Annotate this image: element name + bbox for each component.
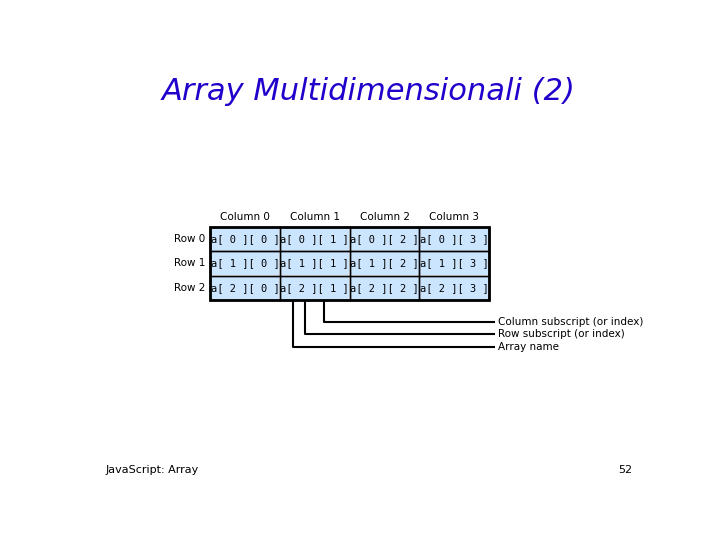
Text: 52: 52	[618, 465, 632, 475]
Text: Column 3: Column 3	[429, 212, 480, 222]
Text: a[ 0 ][ 2 ]: a[ 0 ][ 2 ]	[350, 234, 419, 244]
Bar	[419, 251, 489, 276]
Bar	[420, 227, 489, 251]
Text: Column 0: Column 0	[220, 212, 270, 222]
Bar	[280, 276, 350, 300]
Bar	[280, 252, 349, 275]
Text: a[ 2 ][ 2 ]: a[ 2 ][ 2 ]	[350, 283, 419, 293]
Bar	[210, 226, 489, 300]
Text: Column subscript (or index): Column subscript (or index)	[498, 317, 643, 327]
Bar	[350, 226, 419, 251]
Text: a[ 2 ][ 0 ]: a[ 2 ][ 0 ]	[211, 283, 279, 293]
Text: Row 1: Row 1	[174, 259, 205, 268]
Bar	[350, 276, 419, 300]
Bar	[210, 226, 280, 251]
Bar	[210, 276, 280, 300]
Bar	[350, 251, 419, 276]
Bar	[350, 227, 419, 251]
Bar	[280, 276, 349, 300]
Bar	[419, 276, 489, 300]
Bar	[210, 227, 279, 251]
Text: a[ 1 ][ 3 ]: a[ 1 ][ 3 ]	[420, 259, 489, 268]
Text: a[ 2 ][ 3 ]: a[ 2 ][ 3 ]	[420, 283, 489, 293]
Text: Row subscript (or index): Row subscript (or index)	[498, 329, 624, 339]
Bar	[280, 227, 349, 251]
Bar	[350, 276, 419, 300]
Bar	[210, 252, 279, 275]
Bar	[419, 226, 489, 251]
Text: JavaScript: Array: JavaScript: Array	[106, 465, 199, 475]
Text: Column 1: Column 1	[289, 212, 340, 222]
Text: a[ 1 ][ 2 ]: a[ 1 ][ 2 ]	[350, 259, 419, 268]
Text: a[ 1 ][ 1 ]: a[ 1 ][ 1 ]	[280, 259, 349, 268]
Bar	[210, 276, 279, 300]
Text: a[ 1 ][ 0 ]: a[ 1 ][ 0 ]	[211, 259, 279, 268]
Text: Row 2: Row 2	[174, 283, 205, 293]
Text: Array name: Array name	[498, 342, 559, 352]
Text: a[ 0 ][ 3 ]: a[ 0 ][ 3 ]	[420, 234, 489, 244]
Text: a[ 2 ][ 1 ]: a[ 2 ][ 1 ]	[280, 283, 349, 293]
Bar	[420, 276, 489, 300]
Text: Row 0: Row 0	[174, 234, 205, 244]
Bar	[350, 252, 419, 275]
Bar	[420, 252, 489, 275]
Text: a[ 0 ][ 1 ]: a[ 0 ][ 1 ]	[280, 234, 349, 244]
Bar	[280, 251, 350, 276]
Bar	[210, 251, 280, 276]
Bar	[280, 226, 350, 251]
Text: Array Multidimensionali (2): Array Multidimensionali (2)	[162, 77, 576, 106]
Text: Column 2: Column 2	[359, 212, 410, 222]
Text: a[ 0 ][ 0 ]: a[ 0 ][ 0 ]	[211, 234, 279, 244]
